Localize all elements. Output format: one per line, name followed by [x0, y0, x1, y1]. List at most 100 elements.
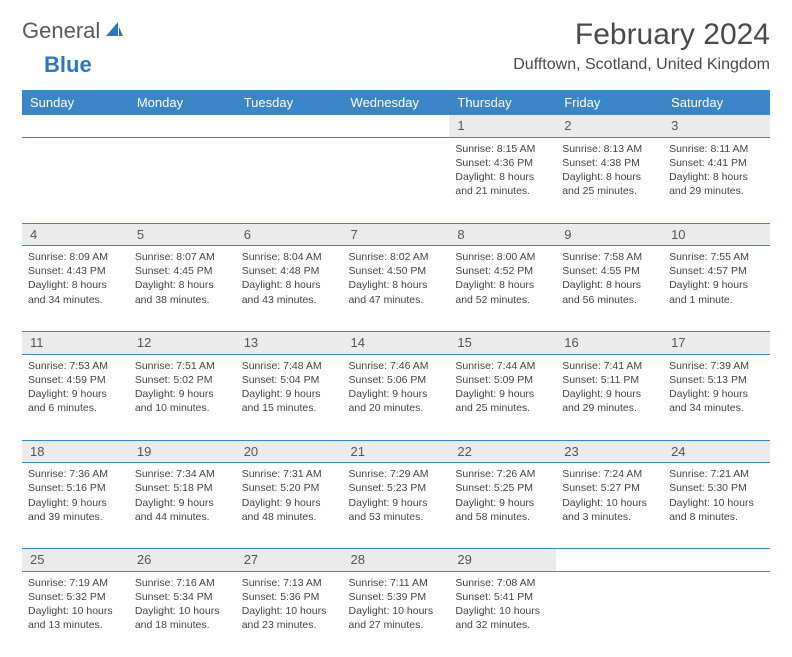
day-day1: Daylight: 8 hours — [562, 170, 657, 184]
day-number-cell — [663, 549, 770, 572]
day-detail-row: Sunrise: 7:36 AMSunset: 5:16 PMDaylight:… — [22, 463, 770, 549]
day-detail-row: Sunrise: 8:15 AMSunset: 4:36 PMDaylight:… — [22, 137, 770, 223]
day-sunrise: Sunrise: 7:44 AM — [455, 359, 550, 373]
logo-text-blue: Blue — [44, 52, 92, 77]
day-day1: Daylight: 10 hours — [28, 604, 123, 618]
day-number-cell: 8 — [449, 223, 556, 246]
day-day1: Daylight: 9 hours — [669, 387, 764, 401]
day-day1: Daylight: 9 hours — [349, 496, 444, 510]
day-sunrise: Sunrise: 7:16 AM — [135, 576, 230, 590]
day-sunrise: Sunrise: 7:36 AM — [28, 467, 123, 481]
day-day1: Daylight: 10 hours — [562, 496, 657, 510]
day-detail-cell: Sunrise: 8:09 AMSunset: 4:43 PMDaylight:… — [22, 246, 129, 332]
day-day2: and 25 minutes. — [455, 401, 550, 415]
day-sunrise: Sunrise: 7:21 AM — [669, 467, 764, 481]
day-detail-cell: Sunrise: 8:13 AMSunset: 4:38 PMDaylight:… — [556, 137, 663, 223]
day-detail-cell: Sunrise: 8:00 AMSunset: 4:52 PMDaylight:… — [449, 246, 556, 332]
day-day2: and 27 minutes. — [349, 618, 444, 632]
day-day2: and 56 minutes. — [562, 293, 657, 307]
day-sunrise: Sunrise: 7:11 AM — [349, 576, 444, 590]
day-day2: and 34 minutes. — [669, 401, 764, 415]
day-day2: and 53 minutes. — [349, 510, 444, 524]
day-detail-cell: Sunrise: 7:51 AMSunset: 5:02 PMDaylight:… — [129, 354, 236, 440]
weekday-header: Saturday — [663, 90, 770, 115]
day-sunrise: Sunrise: 8:15 AM — [455, 142, 550, 156]
weekday-header: Sunday — [22, 90, 129, 115]
day-sunrise: Sunrise: 7:39 AM — [669, 359, 764, 373]
day-detail-row: Sunrise: 7:53 AMSunset: 4:59 PMDaylight:… — [22, 354, 770, 440]
day-day1: Daylight: 8 hours — [455, 170, 550, 184]
day-sunset: Sunset: 5:34 PM — [135, 590, 230, 604]
day-sunrise: Sunrise: 8:04 AM — [242, 250, 337, 264]
day-detail-cell: Sunrise: 7:11 AMSunset: 5:39 PMDaylight:… — [343, 571, 450, 657]
day-sunset: Sunset: 5:18 PM — [135, 481, 230, 495]
day-detail-cell — [236, 137, 343, 223]
day-detail-row: Sunrise: 7:19 AMSunset: 5:32 PMDaylight:… — [22, 571, 770, 657]
day-day2: and 21 minutes. — [455, 184, 550, 198]
day-detail-cell: Sunrise: 7:55 AMSunset: 4:57 PMDaylight:… — [663, 246, 770, 332]
day-sunrise: Sunrise: 7:58 AM — [562, 250, 657, 264]
day-sunrise: Sunrise: 7:26 AM — [455, 467, 550, 481]
day-day1: Daylight: 9 hours — [349, 387, 444, 401]
day-day2: and 8 minutes. — [669, 510, 764, 524]
day-sunrise: Sunrise: 8:13 AM — [562, 142, 657, 156]
day-number-row: 18192021222324 — [22, 440, 770, 463]
day-sunset: Sunset: 5:36 PM — [242, 590, 337, 604]
day-detail-cell — [343, 137, 450, 223]
day-sunset: Sunset: 5:06 PM — [349, 373, 444, 387]
day-sunrise: Sunrise: 8:09 AM — [28, 250, 123, 264]
day-day1: Daylight: 8 hours — [135, 278, 230, 292]
day-day1: Daylight: 9 hours — [669, 278, 764, 292]
day-day1: Daylight: 9 hours — [28, 496, 123, 510]
day-sunset: Sunset: 4:52 PM — [455, 264, 550, 278]
day-day2: and 20 minutes. — [349, 401, 444, 415]
day-sunset: Sunset: 4:55 PM — [562, 264, 657, 278]
day-day2: and 15 minutes. — [242, 401, 337, 415]
day-day1: Daylight: 10 hours — [455, 604, 550, 618]
day-sunset: Sunset: 5:09 PM — [455, 373, 550, 387]
day-number-cell — [22, 115, 129, 137]
day-sunset: Sunset: 5:39 PM — [349, 590, 444, 604]
day-number-cell: 22 — [449, 440, 556, 463]
day-day2: and 47 minutes. — [349, 293, 444, 307]
day-day1: Daylight: 9 hours — [455, 496, 550, 510]
day-day1: Daylight: 9 hours — [242, 496, 337, 510]
day-day2: and 10 minutes. — [135, 401, 230, 415]
day-detail-cell: Sunrise: 7:39 AMSunset: 5:13 PMDaylight:… — [663, 354, 770, 440]
day-number-cell: 23 — [556, 440, 663, 463]
day-number-cell: 18 — [22, 440, 129, 463]
day-day1: Daylight: 10 hours — [242, 604, 337, 618]
day-day2: and 39 minutes. — [28, 510, 123, 524]
day-sunset: Sunset: 4:57 PM — [669, 264, 764, 278]
day-day1: Daylight: 10 hours — [669, 496, 764, 510]
weekday-header: Monday — [129, 90, 236, 115]
day-number-cell: 20 — [236, 440, 343, 463]
day-sunset: Sunset: 4:48 PM — [242, 264, 337, 278]
logo: General — [22, 18, 128, 44]
day-sunset: Sunset: 4:50 PM — [349, 264, 444, 278]
day-number-cell: 19 — [129, 440, 236, 463]
day-day1: Daylight: 8 hours — [28, 278, 123, 292]
day-sunrise: Sunrise: 8:00 AM — [455, 250, 550, 264]
day-day1: Daylight: 10 hours — [349, 604, 444, 618]
day-number-cell: 13 — [236, 332, 343, 355]
day-number-cell: 14 — [343, 332, 450, 355]
day-sunset: Sunset: 5:02 PM — [135, 373, 230, 387]
day-detail-cell: Sunrise: 7:41 AMSunset: 5:11 PMDaylight:… — [556, 354, 663, 440]
weekday-header: Tuesday — [236, 90, 343, 115]
day-sunset: Sunset: 4:45 PM — [135, 264, 230, 278]
day-sunrise: Sunrise: 7:29 AM — [349, 467, 444, 481]
day-day2: and 34 minutes. — [28, 293, 123, 307]
day-day1: Daylight: 8 hours — [455, 278, 550, 292]
day-number-cell: 21 — [343, 440, 450, 463]
day-number-cell — [236, 115, 343, 137]
day-detail-cell: Sunrise: 7:53 AMSunset: 4:59 PMDaylight:… — [22, 354, 129, 440]
day-sunset: Sunset: 5:41 PM — [455, 590, 550, 604]
weekday-header: Wednesday — [343, 90, 450, 115]
day-number-cell: 4 — [22, 223, 129, 246]
day-detail-cell: Sunrise: 8:07 AMSunset: 4:45 PMDaylight:… — [129, 246, 236, 332]
calendar-table: Sunday Monday Tuesday Wednesday Thursday… — [22, 90, 770, 657]
day-sunrise: Sunrise: 8:07 AM — [135, 250, 230, 264]
day-day1: Daylight: 9 hours — [28, 387, 123, 401]
day-detail-cell: Sunrise: 8:02 AMSunset: 4:50 PMDaylight:… — [343, 246, 450, 332]
